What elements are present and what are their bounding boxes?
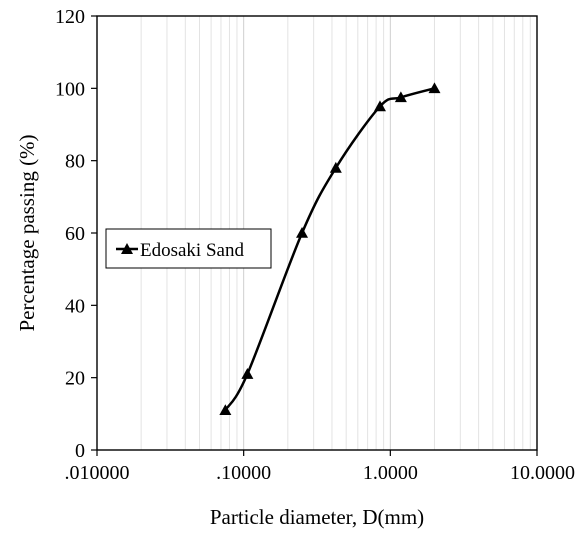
y-tick-label: 0 <box>75 440 85 462</box>
data-point-triangle <box>394 91 407 103</box>
data-point-triangle <box>428 82 441 94</box>
y-tick-label: 60 <box>65 223 85 245</box>
legend-label: Edosaki Sand <box>140 240 244 261</box>
data-point-triangle <box>296 227 309 238</box>
grid-lines <box>140 16 531 450</box>
data-point-triangle <box>373 100 386 112</box>
legend-triangle-icon <box>121 243 133 254</box>
series-edosaki-sand <box>219 82 441 416</box>
y-tick-label: 40 <box>65 295 85 317</box>
legend: Edosaki Sand <box>105 228 272 269</box>
x-tick-label: 10.0000 <box>510 462 575 484</box>
x-tick-label: 1.0000 <box>363 462 418 484</box>
y-tick-label: 120 <box>55 6 85 28</box>
y-axis-title: Percentage passing (%) <box>15 134 39 331</box>
x-axis-title: Particle diameter, D(mm) <box>210 505 424 529</box>
y-tick-label: 100 <box>55 78 85 100</box>
data-point-triangle <box>219 404 232 416</box>
x-tick-label: .010000 <box>65 462 130 484</box>
data-point-triangle <box>241 368 254 379</box>
y-axis-ticks: 0 20 40 60 80 100 120 <box>55 6 97 462</box>
x-axis-ticks: .010000 .10000 1.0000 10.0000 <box>65 450 575 484</box>
data-point-triangle <box>329 161 342 173</box>
y-tick-label: 20 <box>65 368 85 390</box>
y-tick-label: 80 <box>65 151 85 173</box>
x-tick-label: .10000 <box>216 462 271 484</box>
